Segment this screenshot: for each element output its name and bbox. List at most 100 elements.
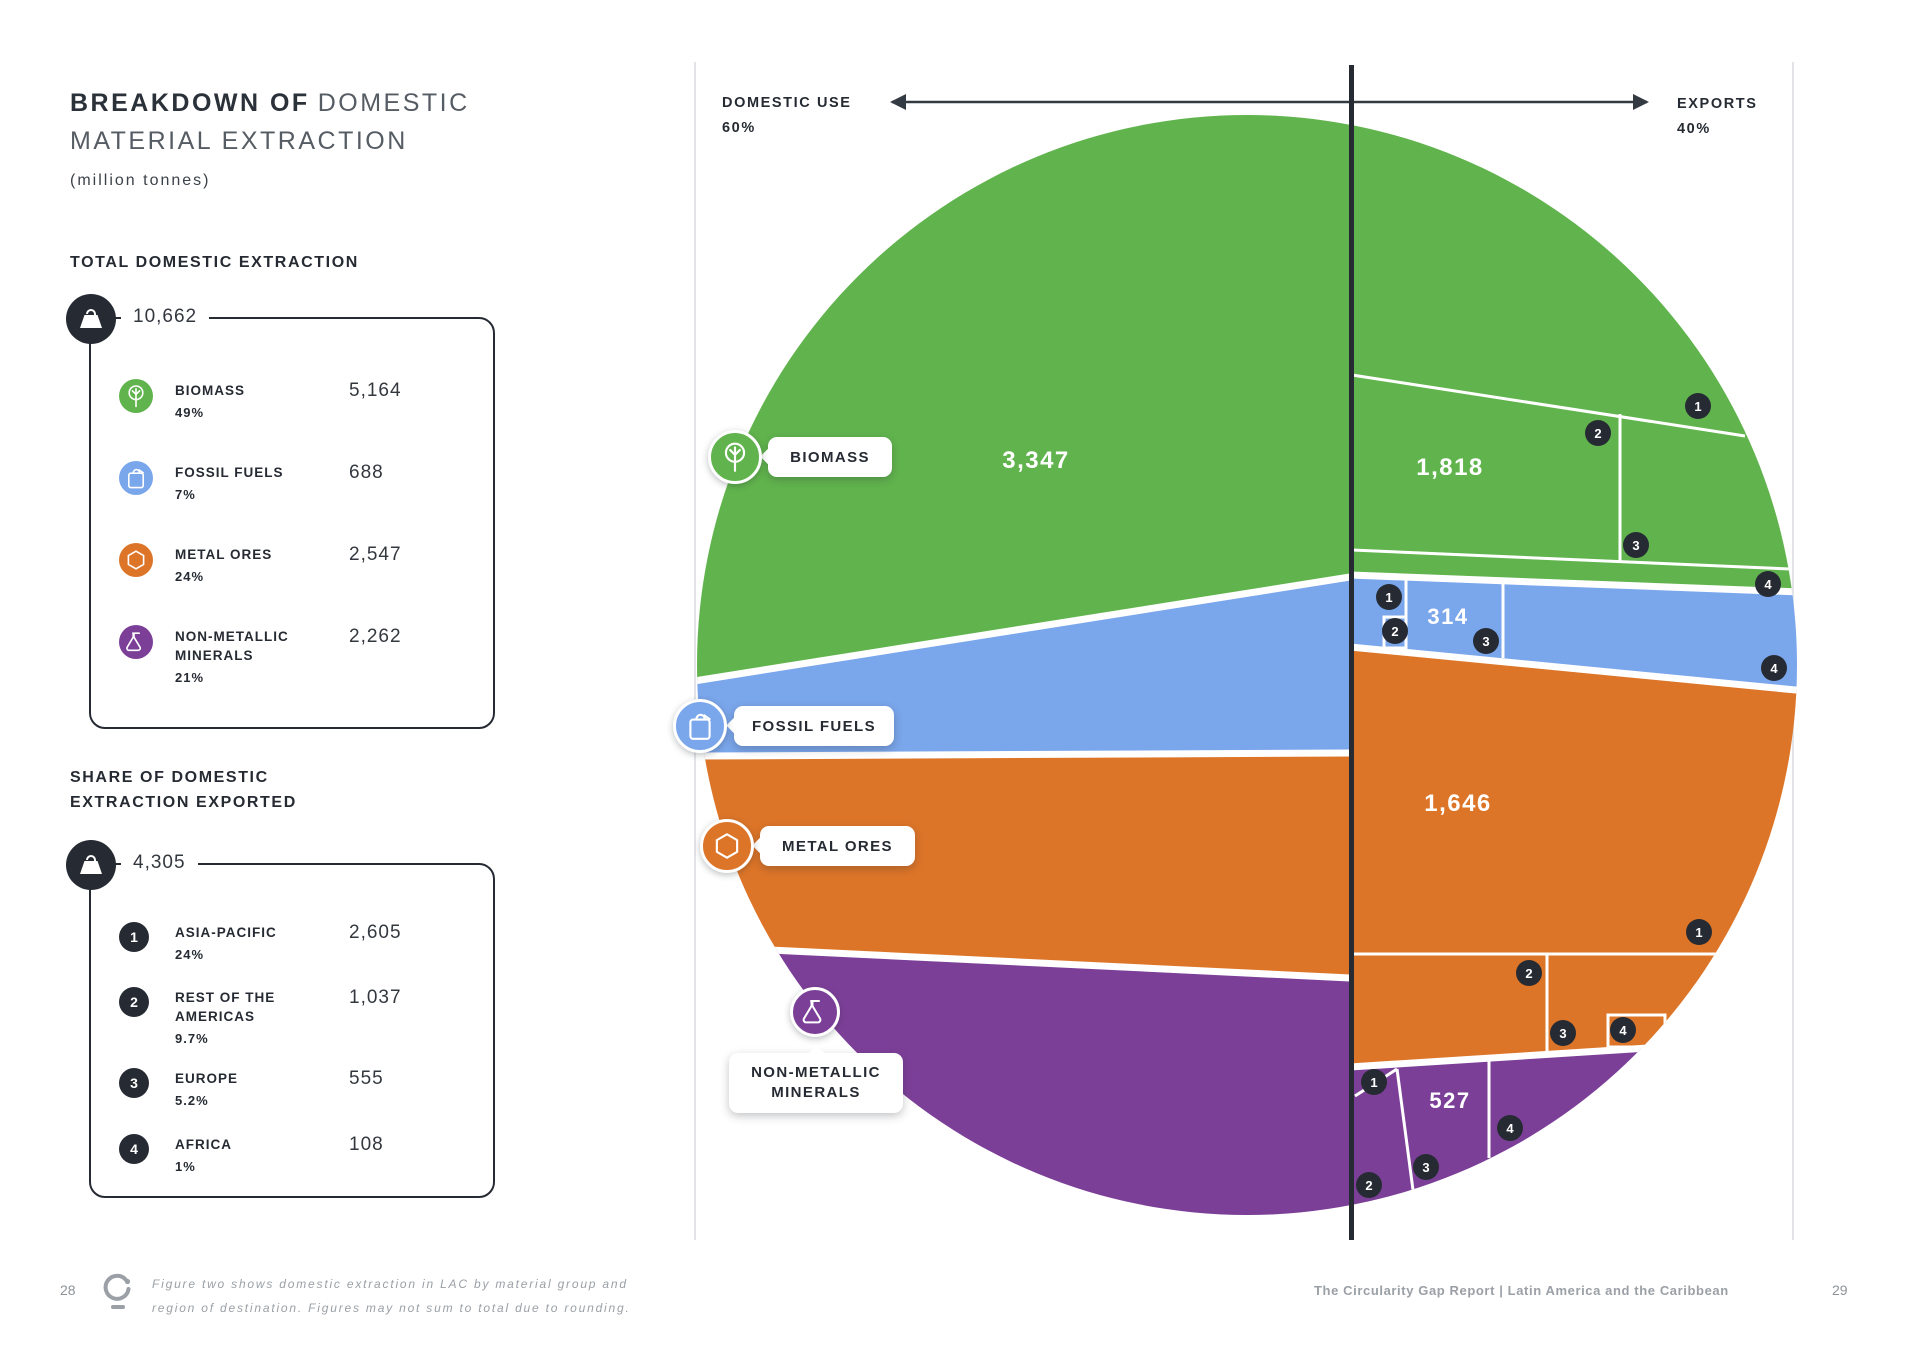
tree-icon xyxy=(708,430,762,484)
svg-text:1: 1 xyxy=(1370,1075,1377,1090)
destination-asia-pacific-value: 2,605 xyxy=(349,922,402,943)
weight-icon xyxy=(66,294,116,344)
legend-row-biomass xyxy=(119,379,153,413)
destination-africa-value: 108 xyxy=(349,1134,384,1155)
nonmetal-destination-badges: 1 2 3 4 xyxy=(1356,1069,1523,1198)
legend-label-non-metallic: NON-METALLIC MINERALS xyxy=(175,629,289,663)
svg-text:2: 2 xyxy=(1391,624,1398,639)
weight-icon-glyph xyxy=(80,855,102,874)
nonmetal-domestic-segment xyxy=(697,948,1350,1215)
destination-africa-pct: 1% xyxy=(175,1159,196,1174)
biomass-exports-segment xyxy=(1350,115,1797,595)
report-title: The Circularity Gap Report | Latin Ameri… xyxy=(1314,1283,1729,1298)
destination-europe-pct: 5.2% xyxy=(175,1093,209,1108)
legend-row-fossil-fuels xyxy=(119,461,153,495)
svg-text:2: 2 xyxy=(1525,966,1532,981)
legend-pct-non-metallic: 21% xyxy=(175,670,205,685)
export-total-value: 4,305 xyxy=(121,852,198,874)
rank-4-badge: 4 xyxy=(119,1134,149,1164)
destination-rest-americas-value: 1,037 xyxy=(349,987,402,1008)
legend-value-fossil-fuels: 688 xyxy=(349,462,384,483)
metal-exports-segment xyxy=(1350,647,1797,1067)
rank-3-badge: 3 xyxy=(119,1068,149,1098)
rank-2-badge: 2 xyxy=(119,987,149,1017)
page-title-bold: BREAKDOWN OF xyxy=(70,89,310,117)
svg-text:1: 1 xyxy=(1695,925,1702,940)
exports-pct: 40% xyxy=(1677,121,1711,137)
svg-text:3: 3 xyxy=(1482,634,1489,649)
destination-asia-pacific: ASIA-PACIFIC xyxy=(175,925,277,940)
fossil-destination-badges: 1 2 3 4 xyxy=(1376,584,1787,681)
fossil-exports-segment xyxy=(1350,575,1797,692)
rank-1-badge: 1 xyxy=(119,922,149,952)
arrow-left-icon xyxy=(890,94,906,110)
band-boundaries xyxy=(697,571,1797,1071)
destination-europe: EUROPE xyxy=(175,1071,239,1086)
domestic-use-label: DOMESTIC USE xyxy=(722,95,852,111)
destination-asia-pacific-pct: 24% xyxy=(175,947,205,962)
figure-caption: Figure two shows domestic extraction in … xyxy=(152,1277,631,1315)
svg-text:4: 4 xyxy=(1770,661,1778,676)
page-title-light2: MATERIAL EXTRACTION xyxy=(70,127,408,155)
flask-icon xyxy=(790,987,840,1037)
non-metallic-minerals-pill: NON-METALLIC MINERALS xyxy=(729,1045,903,1113)
split-arrows xyxy=(890,94,1649,110)
hexagon-icon xyxy=(119,543,153,577)
legend-pct-biomass: 49% xyxy=(175,405,205,420)
legend-value-biomass: 5,164 xyxy=(349,380,402,401)
metal-destination-badges: 1 2 3 4 xyxy=(1516,919,1712,1046)
svg-text:2: 2 xyxy=(1594,426,1601,441)
legend-value-non-metallic: 2,262 xyxy=(349,626,402,647)
page-title: BREAKDOWN OF DOMESTIC MATERIAL EXTRACTION xyxy=(70,84,470,160)
legend-pct-metal-ores: 24% xyxy=(175,569,205,584)
legend-pct-fossil-fuels: 7% xyxy=(175,487,196,502)
flask-icon xyxy=(119,625,153,659)
page-subtitle: (million tonnes) xyxy=(70,172,211,189)
legend-label-biomass: BIOMASS xyxy=(175,383,246,398)
weight-icon-glyph xyxy=(80,309,102,328)
biomass-exports-value: 1,818 xyxy=(1416,454,1484,481)
svg-text:1: 1 xyxy=(1694,399,1701,414)
total-extraction-box: 10,662 BIOMASS 49% 5,164 FOSSIL FUELS 7%… xyxy=(66,294,495,729)
svg-text:2: 2 xyxy=(1365,1178,1372,1193)
svg-text:3: 3 xyxy=(1559,1026,1566,1041)
legend-row-non-metallic xyxy=(119,625,153,659)
destination-africa: AFRICA xyxy=(175,1137,232,1152)
circularity-gap-logo xyxy=(102,1272,134,1317)
page-number-left: 28 xyxy=(60,1282,76,1298)
svg-text:4: 4 xyxy=(1619,1023,1627,1038)
svg-text:3: 3 xyxy=(1422,1160,1429,1175)
metal-domestic-segment xyxy=(697,753,1350,978)
export-share-heading: SHARE OF DOMESTIC EXTRACTION EXPORTED xyxy=(70,769,297,811)
fuel-can-icon xyxy=(119,461,153,495)
metal-ores-pill: METAL ORES xyxy=(752,826,915,866)
biomass-pill: BIOMASS xyxy=(760,437,892,477)
legend-row-metal-ores xyxy=(119,543,153,577)
total-extraction-value: 10,662 xyxy=(121,306,210,328)
domestic-use-pct: 60% xyxy=(722,120,756,136)
arrow-right-icon xyxy=(1633,94,1649,110)
metal-exports-value: 1,646 xyxy=(1424,790,1492,817)
page-title-light1: DOMESTIC xyxy=(317,89,470,117)
destination-rest-americas: REST OF THE AMERICAS xyxy=(175,990,276,1024)
biomass-destination-badges: 1 2 3 4 xyxy=(1585,393,1781,597)
legend-label-fossil-fuels: FOSSIL FUELS xyxy=(175,465,284,480)
destination-rest-americas-pct: 9.7% xyxy=(175,1031,209,1046)
page-number-right: 29 xyxy=(1832,1282,1848,1298)
total-extraction-heading: TOTAL DOMESTIC EXTRACTION xyxy=(70,254,359,271)
svg-text:1: 1 xyxy=(1385,590,1392,605)
biomass-domestic-value: 3,347 xyxy=(1002,447,1070,474)
legend-label-metal-ores: METAL ORES xyxy=(175,547,273,562)
exports-label: EXPORTS xyxy=(1677,96,1758,112)
nonmetal-exports-value: 527 xyxy=(1429,1088,1470,1113)
hexagon-icon xyxy=(700,819,754,873)
fossil-fuels-pill: FOSSIL FUELS xyxy=(726,706,894,746)
fossil-exports-value: 314 xyxy=(1427,604,1468,629)
svg-text:3: 3 xyxy=(1632,538,1639,553)
fuel-can-icon xyxy=(673,699,727,753)
nonmetal-exports-segment xyxy=(1350,1048,1797,1215)
svg-text:4: 4 xyxy=(1764,577,1772,592)
destination-europe-value: 555 xyxy=(349,1068,384,1089)
svg-text:4: 4 xyxy=(1506,1121,1514,1136)
